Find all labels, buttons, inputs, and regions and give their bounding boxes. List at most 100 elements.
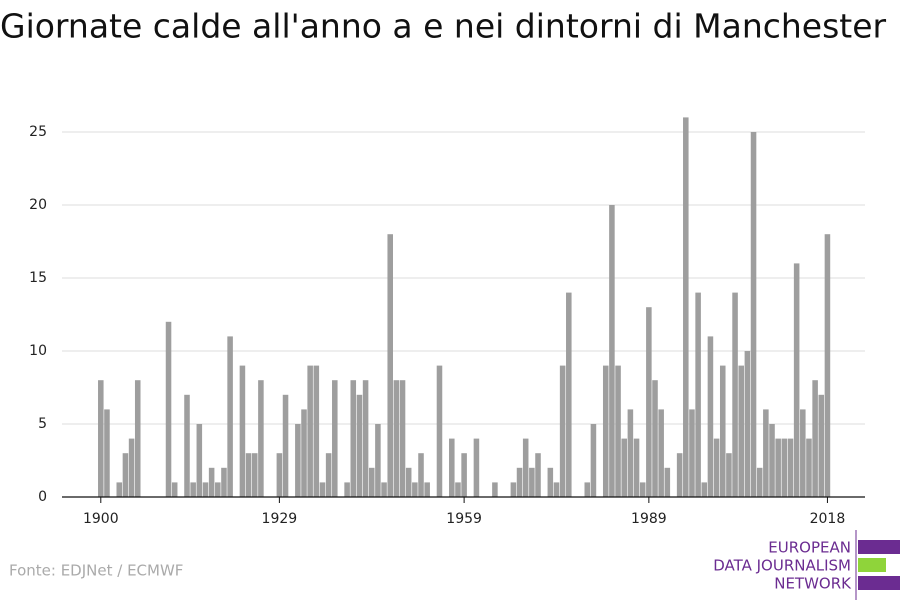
bar	[781, 438, 788, 497]
bar	[522, 438, 529, 497]
bar	[412, 482, 418, 497]
bar	[418, 453, 424, 497]
bar	[664, 467, 671, 497]
bar	[282, 394, 289, 497]
bar	[276, 453, 283, 497]
x-tick-label: 2018	[810, 511, 846, 527]
bar	[775, 438, 781, 497]
y-tick-label: 0	[38, 489, 47, 505]
bar	[116, 482, 123, 497]
y-tick-label: 25	[29, 124, 47, 140]
bar	[633, 438, 640, 497]
bar	[165, 321, 172, 497]
bar	[449, 438, 455, 497]
bar	[806, 438, 812, 497]
bar	[713, 438, 720, 497]
bar	[787, 438, 794, 497]
bar	[707, 336, 714, 497]
y-tick-label: 5	[38, 416, 47, 432]
bar	[381, 482, 387, 497]
bar	[307, 365, 313, 497]
bar	[325, 453, 332, 497]
bar	[535, 453, 541, 497]
bar	[793, 263, 800, 497]
x-tick-label: 1900	[83, 511, 119, 527]
bar	[769, 424, 775, 497]
bar	[350, 380, 357, 497]
bar	[368, 467, 375, 497]
bar	[436, 365, 443, 497]
bar	[621, 438, 627, 497]
bar	[738, 365, 744, 497]
logo: EUROPEAN DATA JOURNALISM NETWORK	[713, 530, 900, 600]
bar	[695, 292, 701, 497]
bar	[332, 380, 338, 497]
bar	[98, 380, 104, 497]
bar	[701, 482, 708, 497]
bar	[750, 132, 757, 497]
bar	[615, 365, 621, 497]
bar	[455, 482, 461, 497]
logo-text: NETWORK	[774, 575, 852, 593]
bar	[510, 482, 517, 497]
bar	[756, 467, 763, 497]
logo-bar	[858, 558, 886, 572]
bar	[473, 438, 480, 497]
bar	[393, 380, 400, 497]
bar	[134, 380, 141, 497]
chart-title: Giornate calde all'anno a e nei dintorni…	[0, 7, 887, 46]
bar	[566, 292, 572, 497]
bar	[658, 409, 664, 497]
bar	[763, 409, 769, 497]
bar	[215, 482, 221, 497]
bar	[812, 380, 818, 497]
bar	[239, 365, 246, 497]
logo-text: DATA JOURNALISM	[713, 557, 851, 575]
bar	[375, 424, 381, 497]
bar	[689, 409, 695, 497]
bar	[800, 409, 806, 497]
bar	[516, 467, 523, 497]
bar	[319, 482, 326, 497]
bar	[258, 380, 264, 497]
bar	[202, 482, 209, 497]
bar	[683, 117, 689, 498]
bar	[559, 365, 566, 497]
bar	[251, 453, 258, 497]
bar	[627, 409, 634, 497]
x-tick-label: 1959	[446, 511, 482, 527]
x-tick-label: 1989	[631, 511, 667, 527]
bar	[609, 205, 615, 497]
source: Fonte: EDJNet / ECMWF	[9, 562, 183, 580]
bar	[221, 467, 227, 497]
bar	[676, 453, 683, 497]
bar	[313, 365, 320, 497]
bar	[295, 424, 301, 497]
bar	[184, 394, 190, 497]
bar	[744, 351, 751, 497]
logo-bar	[858, 540, 900, 554]
bar	[387, 234, 393, 497]
bar	[362, 380, 369, 497]
bar	[602, 365, 609, 497]
bar	[639, 482, 646, 497]
bar	[399, 380, 406, 497]
bar	[652, 380, 658, 497]
bar	[190, 482, 196, 497]
bar	[405, 467, 412, 497]
bar	[818, 394, 825, 497]
bar	[208, 467, 215, 497]
x-tick-label: 1929	[262, 511, 298, 527]
bar	[227, 336, 233, 497]
bar	[104, 409, 110, 497]
bar	[824, 234, 831, 497]
bar	[732, 292, 738, 497]
bar	[356, 394, 363, 497]
bar	[719, 365, 726, 497]
bar	[424, 482, 430, 497]
bar	[122, 453, 129, 497]
logo-bar	[858, 576, 900, 590]
y-tick-label: 10	[29, 343, 47, 359]
bar	[547, 467, 554, 497]
